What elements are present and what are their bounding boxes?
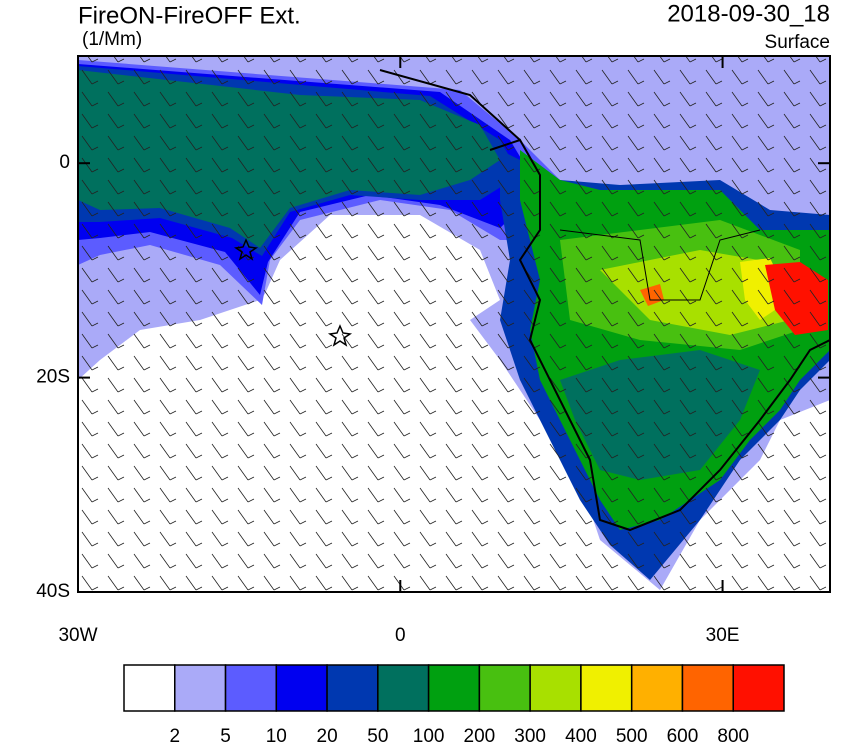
wind-barbs: [78, 56, 830, 592]
map-field: [78, 56, 830, 592]
level: Surface: [765, 32, 830, 53]
colorbar-box: [377, 664, 430, 712]
colorbar-box: [580, 664, 633, 712]
colorbar-label: 500: [616, 726, 648, 747]
coastline: [379, 69, 521, 141]
colorbar-box: [427, 664, 481, 712]
colorbar-box: [478, 664, 531, 712]
colorbar-box: [630, 664, 684, 712]
colorbar-box: [326, 664, 379, 712]
lon-tick-label: 30E: [706, 625, 740, 646]
colorbar-label: 2: [169, 726, 180, 747]
colorbar-label: 20: [317, 726, 338, 747]
colorbar: 2 5 10 20 50 100 200 300 400 500 600 800: [123, 664, 785, 747]
lat-tick-label: 40S: [36, 581, 70, 602]
colorbar-label: 50: [367, 726, 388, 747]
colorbar-box: [275, 664, 328, 712]
title: FireON-FireOFF Ext.: [78, 2, 301, 29]
colorbar-label: 100: [413, 726, 445, 747]
colorbar-label: 300: [514, 726, 546, 747]
axes: 0 20S 40S 30W 0 30E: [36, 56, 830, 646]
lat-tick-label: 20S: [36, 367, 70, 388]
colorbar-label: 800: [717, 726, 749, 747]
plot-frame: [77, 55, 831, 593]
units: (1/Mm): [82, 29, 142, 50]
site-marker: [327, 324, 353, 347]
colorbar-box: [529, 664, 582, 712]
lat-tick-label: 0: [59, 152, 70, 173]
colorbar-box: [123, 664, 176, 712]
colorbar-box: [174, 664, 227, 712]
lon-tick-label: 30W: [58, 625, 97, 646]
datetime: 2018-09-30_18: [667, 0, 830, 27]
colorbar-label: 400: [565, 726, 597, 747]
colorbar-box: [224, 664, 278, 712]
colorbar-box: [732, 664, 785, 712]
coastline: [489, 138, 830, 532]
colorbar-label: 600: [667, 726, 699, 747]
borders: [559, 229, 761, 301]
colorbar-label: 5: [220, 726, 231, 747]
colorbar-label: 200: [464, 726, 496, 747]
colorbar-box: [681, 664, 734, 712]
site-marker: [233, 238, 259, 261]
colorbar-label: 10: [266, 726, 287, 747]
lon-tick-label: 0: [395, 625, 406, 646]
